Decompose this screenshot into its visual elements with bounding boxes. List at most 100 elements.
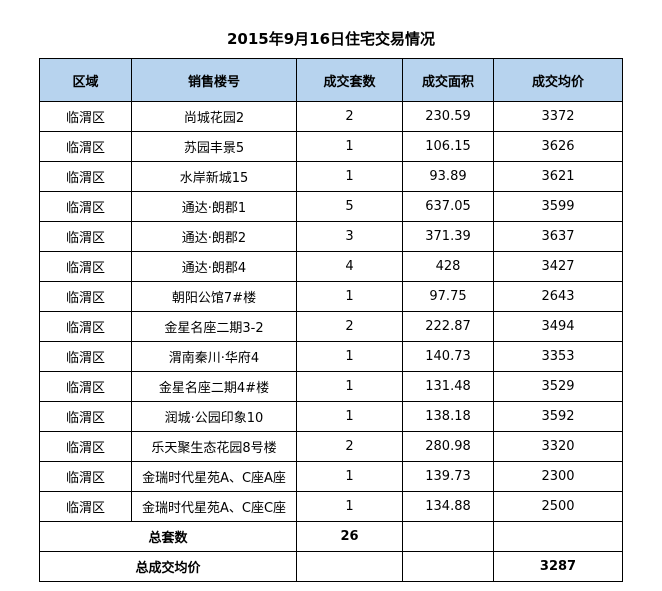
header-district: 区域 [39,58,132,102]
header-area: 成交面积 [402,58,494,102]
cell-units: 1 [296,341,403,372]
cell-avg-price: 2643 [493,281,623,312]
cell-area: 637.05 [402,191,494,222]
cell-avg-price: 3372 [493,101,623,132]
cell-district: 临渭区 [39,161,132,192]
cell-district: 临渭区 [39,191,132,222]
cell-area: 106.15 [402,131,494,162]
cell-units: 2 [296,311,403,342]
page-title: 2015年9月16日住宅交易情况 [226,30,436,48]
cell-units: 2 [296,101,403,132]
cell-area: 140.73 [402,341,494,372]
avg-price-empty-area [402,551,494,582]
table-header-row: 区域 销售楼号 成交套数 成交面积 成交均价 [39,58,623,102]
cell-avg-price: 3320 [493,431,623,462]
cell-building: 金瑞时代星苑A、C座C座 [131,491,297,522]
cell-avg-price: 3529 [493,371,623,402]
cell-building: 金瑞时代星苑A、C座A座 [131,461,297,492]
total-units-row: 总套数 26 [39,521,623,552]
cell-district: 临渭区 [39,461,132,492]
cell-district: 临渭区 [39,491,132,522]
cell-units: 1 [296,131,403,162]
cell-avg-price: 3494 [493,311,623,342]
cell-district: 临渭区 [39,131,132,162]
cell-units: 1 [296,491,403,522]
avg-price-row: 总成交均价 3287 [39,551,623,582]
header-building: 销售楼号 [131,58,297,102]
cell-units: 1 [296,461,403,492]
cell-district: 临渭区 [39,281,132,312]
cell-avg-price: 2500 [493,491,623,522]
table-row: 临渭区 尚城花园2 2 230.59 3372 [39,101,623,132]
cell-area: 371.39 [402,221,494,252]
cell-district: 临渭区 [39,101,132,132]
table-row: 临渭区 通达·朗郡2 3 371.39 3637 [39,221,623,252]
cell-district: 临渭区 [39,431,132,462]
cell-units: 1 [296,161,403,192]
cell-avg-price: 3353 [493,341,623,372]
cell-area: 131.48 [402,371,494,402]
total-units-value: 26 [296,521,403,552]
cell-district: 临渭区 [39,401,132,432]
avg-price-value: 3287 [493,551,623,582]
cell-building: 尚城花园2 [131,101,297,132]
cell-units: 5 [296,191,403,222]
table-row: 临渭区 金瑞时代星苑A、C座A座 1 139.73 2300 [39,461,623,492]
table-row: 临渭区 通达·朗郡4 4 428 3427 [39,251,623,282]
cell-units: 1 [296,401,403,432]
cell-building: 乐天聚生态花园8号楼 [131,431,297,462]
cell-building: 金星名座二期3-2 [131,311,297,342]
cell-area: 230.59 [402,101,494,132]
cell-building: 通达·朗郡1 [131,191,297,222]
cell-area: 93.89 [402,161,494,192]
cell-district: 临渭区 [39,221,132,252]
cell-avg-price: 3626 [493,131,623,162]
table-row: 临渭区 金星名座二期3-2 2 222.87 3494 [39,311,623,342]
cell-units: 1 [296,281,403,312]
avg-price-label: 总成交均价 [39,551,297,582]
table-row: 临渭区 苏园丰景5 1 106.15 3626 [39,131,623,162]
cell-district: 临渭区 [39,251,132,282]
cell-area: 134.88 [402,491,494,522]
total-units-label: 总套数 [39,521,297,552]
table-row: 临渭区 金瑞时代星苑A、C座C座 1 134.88 2500 [39,491,623,522]
header-units: 成交套数 [296,58,403,102]
cell-units: 3 [296,221,403,252]
cell-district: 临渭区 [39,311,132,342]
cell-area: 97.75 [402,281,494,312]
table-row: 临渭区 朝阳公馆7#楼 1 97.75 2643 [39,281,623,312]
cell-avg-price: 2300 [493,461,623,492]
cell-building: 金星名座二期4#楼 [131,371,297,402]
table-row: 临渭区 润城·公园印象10 1 138.18 3592 [39,401,623,432]
cell-building: 朝阳公馆7#楼 [131,281,297,312]
cell-area: 138.18 [402,401,494,432]
cell-building: 通达·朗郡2 [131,221,297,252]
cell-area: 222.87 [402,311,494,342]
cell-avg-price: 3637 [493,221,623,252]
cell-units: 4 [296,251,403,282]
table-row: 临渭区 水岸新城15 1 93.89 3621 [39,161,623,192]
cell-building: 苏园丰景5 [131,131,297,162]
cell-units: 1 [296,371,403,402]
table-row: 临渭区 通达·朗郡1 5 637.05 3599 [39,191,623,222]
cell-building: 通达·朗郡4 [131,251,297,282]
cell-district: 临渭区 [39,371,132,402]
table-row: 临渭区 渭南秦川·华府4 1 140.73 3353 [39,341,623,372]
total-units-empty-price [493,521,623,552]
cell-area: 280.98 [402,431,494,462]
cell-avg-price: 3427 [493,251,623,282]
cell-building: 水岸新城15 [131,161,297,192]
total-units-empty-area [402,521,494,552]
cell-area: 428 [402,251,494,282]
header-avg-price: 成交均价 [493,58,623,102]
avg-price-empty-units [296,551,403,582]
cell-district: 临渭区 [39,341,132,372]
transaction-table: 区域 销售楼号 成交套数 成交面积 成交均价 临渭区 尚城花园2 2 230.59 33… [39,58,623,582]
cell-area: 139.73 [402,461,494,492]
cell-building: 渭南秦川·华府4 [131,341,297,372]
cell-building: 润城·公园印象10 [131,401,297,432]
table-row: 临渭区 金星名座二期4#楼 1 131.48 3529 [39,371,623,402]
table-row: 临渭区 乐天聚生态花园8号楼 2 280.98 3320 [39,431,623,462]
cell-avg-price: 3592 [493,401,623,432]
cell-avg-price: 3621 [493,161,623,192]
